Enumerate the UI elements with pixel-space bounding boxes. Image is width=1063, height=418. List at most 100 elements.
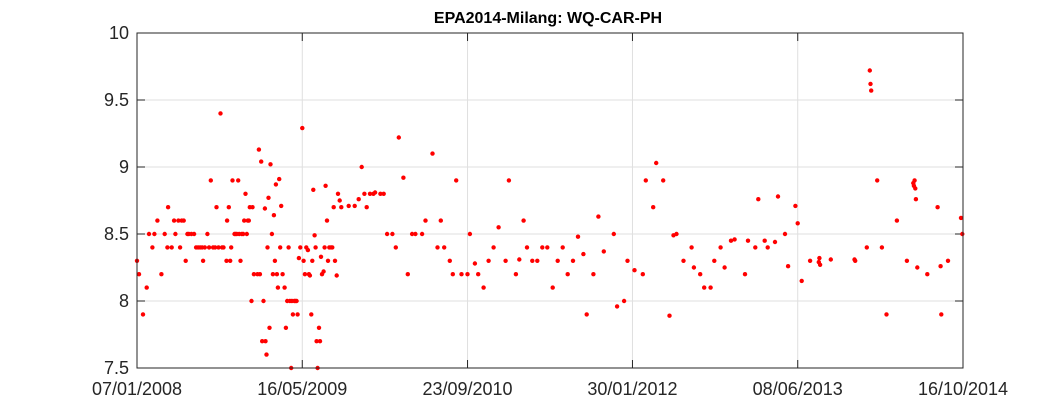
- data-point: [152, 231, 157, 237]
- data-point: [753, 245, 758, 250]
- data-point: [214, 205, 219, 210]
- data-point: [306, 272, 312, 277]
- data-point: [171, 218, 177, 223]
- data-point: [591, 272, 596, 277]
- data-point: [915, 265, 920, 270]
- data-point: [359, 164, 364, 170]
- data-point: [212, 245, 218, 250]
- data-point: [935, 205, 940, 210]
- data-point: [302, 272, 308, 277]
- data-point: [447, 258, 452, 263]
- data-point: [256, 147, 262, 152]
- data-point: [535, 258, 540, 263]
- data-point: [277, 176, 282, 182]
- data-point: [356, 197, 361, 202]
- data-point: [938, 264, 943, 269]
- data-point: [268, 162, 273, 167]
- data-point: [218, 111, 223, 116]
- x-tick-label: 23/09/2010: [422, 379, 512, 399]
- data-point: [313, 245, 318, 250]
- data-point: [238, 258, 243, 263]
- data-point: [467, 231, 473, 237]
- data-point: [279, 203, 284, 209]
- data-point: [316, 325, 322, 330]
- data-point: [960, 231, 965, 237]
- data-point: [817, 255, 822, 261]
- data-point: [401, 175, 406, 180]
- data-point: [396, 135, 401, 140]
- y-tick-label: 10: [109, 23, 129, 43]
- data-point: [332, 258, 338, 263]
- data-point: [267, 325, 272, 330]
- y-tick-label: 9: [119, 157, 129, 177]
- data-point: [643, 178, 648, 183]
- x-tick-label: 16/05/2009: [257, 379, 347, 399]
- data-point: [263, 339, 268, 344]
- data-point: [708, 285, 713, 290]
- data-point: [275, 285, 281, 290]
- data-point: [698, 272, 703, 277]
- data-point: [521, 218, 526, 223]
- data-point: [640, 272, 645, 277]
- data-point: [226, 205, 231, 210]
- data-point: [423, 218, 428, 223]
- data-point: [265, 245, 270, 250]
- data-point: [530, 258, 535, 263]
- x-tick-label: 07/01/2008: [92, 379, 182, 399]
- chart-title: EPA2014-Milang: WQ-CAR-PH: [434, 10, 662, 27]
- y-tick-label: 7.5: [104, 358, 129, 378]
- data-point: [224, 218, 230, 223]
- data-point: [912, 178, 917, 183]
- data-point: [183, 258, 188, 263]
- data-point: [651, 205, 656, 210]
- data-point: [481, 285, 486, 290]
- data-point: [242, 218, 247, 223]
- data-point: [756, 197, 761, 202]
- data-point: [367, 191, 373, 196]
- data-point: [191, 231, 197, 237]
- data-point: [430, 151, 435, 156]
- data-point: [450, 272, 455, 277]
- data-point: [775, 194, 781, 199]
- data-point: [287, 298, 293, 304]
- data-point: [868, 81, 873, 87]
- data-point: [202, 245, 207, 250]
- data-point: [206, 245, 212, 250]
- data-point: [661, 178, 666, 183]
- data-point: [782, 231, 788, 237]
- data-point: [301, 258, 306, 263]
- data-point: [236, 178, 241, 183]
- data-point: [295, 312, 300, 317]
- data-point: [173, 231, 178, 237]
- data-point: [762, 238, 767, 243]
- data-point: [772, 239, 778, 245]
- data-point: [614, 304, 620, 309]
- data-point: [311, 187, 316, 192]
- data-point: [257, 272, 263, 277]
- data-point: [958, 215, 964, 221]
- data-point: [266, 195, 271, 200]
- data-point: [581, 251, 586, 257]
- data-point: [465, 272, 470, 277]
- data-point: [864, 245, 869, 250]
- data-point: [364, 205, 369, 210]
- data-point: [269, 231, 275, 237]
- data-point: [219, 245, 225, 250]
- data-point: [691, 265, 697, 270]
- data-point: [722, 265, 727, 270]
- data-point: [251, 272, 257, 277]
- data-point: [322, 245, 327, 250]
- data-point: [393, 245, 398, 250]
- data-point: [517, 257, 522, 262]
- data-point: [742, 272, 748, 277]
- data-point: [384, 231, 390, 237]
- data-point: [224, 258, 229, 263]
- data-point: [319, 272, 325, 277]
- data-point: [162, 231, 167, 237]
- data-point: [249, 298, 254, 304]
- data-point: [799, 278, 804, 284]
- data-point: [165, 245, 170, 250]
- data-point: [317, 339, 323, 344]
- data-point: [913, 186, 918, 191]
